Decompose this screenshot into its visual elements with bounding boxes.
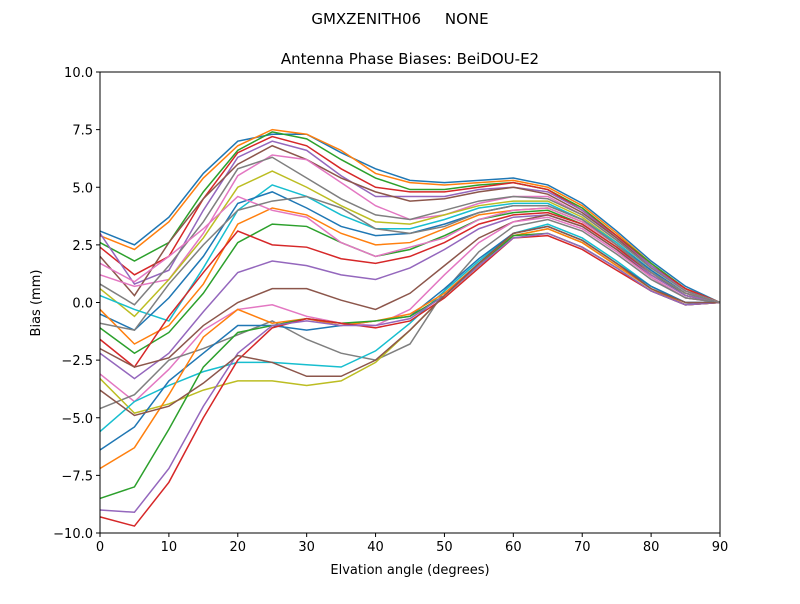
series-line-s28: [99, 195, 721, 331]
y-tick-label: −7.5: [61, 469, 93, 484]
series-line-s1: [99, 133, 721, 304]
series-line-s10: [99, 184, 721, 322]
x-tick-label: 30: [298, 540, 315, 555]
x-tick-label: 50: [436, 540, 453, 555]
series-line-s17: [99, 216, 721, 403]
series-line-s8: [99, 156, 721, 306]
series-line-s20: [99, 223, 720, 433]
y-tick-label: 5.0: [72, 181, 93, 196]
chart-title: Antenna Phase Biases: BeiDOU-E2: [281, 50, 539, 68]
x-tick-label: 0: [96, 540, 104, 555]
series-line-s2: [99, 128, 721, 304]
x-axis-label: Elvation angle (degrees): [330, 563, 489, 578]
y-tick-label: −2.5: [61, 354, 93, 369]
y-tick-label: 2.5: [72, 239, 93, 254]
series-line-s26: [99, 225, 720, 417]
y-tick-label: −5.0: [61, 412, 93, 427]
plot-frame: [99, 71, 721, 534]
x-tick-label: 60: [505, 540, 522, 555]
series-line-s5: [99, 140, 721, 304]
y-tick-label: −10.0: [53, 527, 93, 542]
chart-suptitle: GMXZENITH06 NONE: [311, 10, 488, 28]
series-line-s22: [99, 227, 721, 470]
x-tick-label: 90: [712, 540, 729, 555]
x-tick-label: 70: [574, 540, 591, 555]
x-tick-label: 20: [230, 540, 247, 555]
y-tick-label: 7.5: [72, 124, 93, 139]
series-line-s25: [99, 232, 721, 514]
x-tick-label: 80: [643, 540, 660, 555]
y-tick-label: 0.0: [72, 297, 93, 312]
series-line-s24: [99, 234, 721, 527]
series-line-s6: [99, 144, 721, 304]
series-line-s16: [99, 214, 721, 368]
series-line-s14: [99, 211, 721, 369]
series-line-s18: [99, 218, 721, 410]
y-tick-label: 10.0: [64, 66, 93, 81]
x-tick-label: 40: [367, 540, 384, 555]
x-tick-label: 10: [161, 540, 178, 555]
series-line-s13: [99, 209, 721, 355]
y-axis-label: Bias (mm): [29, 270, 44, 337]
